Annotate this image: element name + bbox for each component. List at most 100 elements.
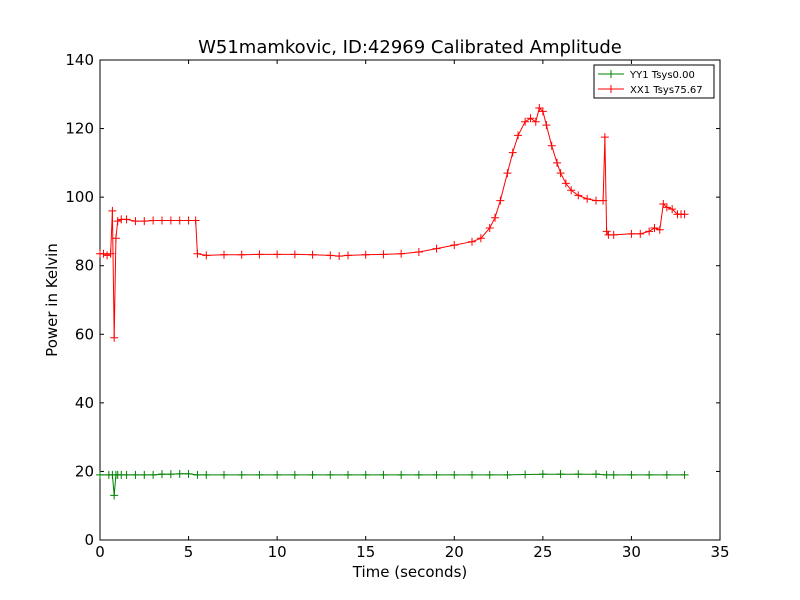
data-point-yy1 xyxy=(680,470,689,479)
y-tick-label: 20 xyxy=(75,462,94,480)
data-point-xx1 xyxy=(476,234,485,243)
data-point-yy1 xyxy=(166,470,175,479)
data-point-yy1 xyxy=(379,470,388,479)
chart-title: W51mamkovic, ID:42969 Calibrated Amplitu… xyxy=(198,37,622,58)
data-point-yy1 xyxy=(140,470,149,479)
data-point-xx1 xyxy=(650,224,659,232)
data-point-yy1 xyxy=(521,470,530,479)
data-point-xx1 xyxy=(191,216,200,225)
data-point-xx1 xyxy=(609,230,618,239)
data-point-yy1 xyxy=(397,470,406,479)
data-point-xx1 xyxy=(379,250,388,259)
data-point-yy1 xyxy=(609,470,618,479)
data-point-xx1 xyxy=(659,200,668,208)
data-point-xx1 xyxy=(599,196,608,205)
data-point-xx1 xyxy=(485,224,494,232)
legend-frame xyxy=(593,64,715,99)
data-point-xx1 xyxy=(636,229,645,238)
data-point-xx1 xyxy=(255,250,264,259)
data-point-yy1 xyxy=(290,470,299,479)
data-point-yy1 xyxy=(361,470,370,479)
data-point-xx1 xyxy=(561,179,570,188)
data-point-xx1 xyxy=(508,148,517,157)
y-tick-label: 100 xyxy=(65,188,94,206)
data-point-yy1 xyxy=(202,470,211,479)
data-point-xx1 xyxy=(220,250,228,259)
data-point-yy1 xyxy=(468,470,476,479)
data-point-xx1 xyxy=(122,215,131,224)
data-point-xx1 xyxy=(106,249,115,258)
data-point-xx1 xyxy=(175,216,184,225)
data-point-yy1 xyxy=(158,470,166,479)
data-point-xx1 xyxy=(600,133,609,142)
legend-marker-yy1 xyxy=(607,70,615,78)
data-point-yy1 xyxy=(193,470,202,479)
x-tick-label: 30 xyxy=(622,543,641,561)
data-point-xx1 xyxy=(414,248,423,256)
x-tick-label: 25 xyxy=(533,543,552,561)
data-point-xx1 xyxy=(450,241,459,250)
data-point-xx1 xyxy=(158,216,166,225)
x-axis: 0 5 10 15 20 25 30 35 xyxy=(95,60,730,561)
data-point-yy1 xyxy=(556,470,565,479)
data-point-xx1 xyxy=(567,186,576,195)
data-point-xx1 xyxy=(655,225,664,234)
y-tick-label: 140 xyxy=(65,51,94,69)
data-point-xx1 xyxy=(184,216,193,225)
data-point-yy1 xyxy=(662,470,671,479)
data-point-yy1 xyxy=(432,470,441,479)
data-point-xx1 xyxy=(645,227,654,236)
legend: YY1 Tsys0.00 XX1 Tsys75.67 xyxy=(593,64,715,99)
data-point-yy1 xyxy=(149,470,158,479)
data-point-yy1 xyxy=(344,470,352,479)
data-point-xx1 xyxy=(166,216,175,225)
data-point-yy1 xyxy=(450,470,459,479)
data-point-yy1 xyxy=(131,470,140,479)
x-tick-label: 0 xyxy=(95,543,105,561)
data-point-yy1 xyxy=(485,470,494,479)
data-point-xx1 xyxy=(308,250,317,259)
data-point-xx1 xyxy=(131,217,140,226)
data-point-xx1 xyxy=(535,104,544,112)
data-point-xx1 xyxy=(237,250,246,259)
data-point-xx1 xyxy=(521,117,530,126)
data-point-xx1 xyxy=(397,249,406,258)
data-point-yy1 xyxy=(627,470,636,479)
data-point-xx1 xyxy=(468,237,476,246)
data-point-xx1 xyxy=(110,333,119,342)
data-point-xx1 xyxy=(113,217,122,226)
y-tick-label: 80 xyxy=(75,257,94,275)
data-point-yy1 xyxy=(122,470,131,479)
data-point-xx1 xyxy=(491,213,500,222)
data-point-yy1 xyxy=(574,470,583,479)
data-point-yy1 xyxy=(220,470,228,479)
x-tick-label: 15 xyxy=(356,543,375,561)
data-point-xx1 xyxy=(273,250,282,259)
data-point-xx1 xyxy=(503,169,512,178)
data-point-yy1 xyxy=(602,470,611,479)
data-point-xx1 xyxy=(556,169,565,178)
series-xx1 xyxy=(96,104,689,342)
data-point-xx1 xyxy=(111,234,120,243)
data-point-yy1 xyxy=(503,470,512,479)
data-point-xx1 xyxy=(542,121,551,130)
data-point-xx1 xyxy=(538,107,547,116)
series-layer xyxy=(96,104,689,500)
x-tick-label: 10 xyxy=(268,543,287,561)
y-tick-label: 60 xyxy=(75,325,94,343)
legend-entry-yy1: YY1 Tsys0.00 xyxy=(629,70,695,81)
x-tick-label: 5 xyxy=(184,543,194,561)
series-yy1 xyxy=(96,469,689,500)
data-point-yy1 xyxy=(308,470,317,479)
data-point-yy1 xyxy=(273,470,282,479)
data-point-xx1 xyxy=(335,252,344,261)
data-point-yy1 xyxy=(326,470,335,479)
x-tick-label: 35 xyxy=(710,543,729,561)
data-point-xx1 xyxy=(149,216,158,225)
data-point-yy1 xyxy=(255,470,264,479)
data-point-xx1 xyxy=(140,217,149,226)
data-point-xx1 xyxy=(680,210,689,219)
data-point-xx1 xyxy=(326,251,335,260)
legend-entry-xx1: XX1 Tsys75.67 xyxy=(630,85,703,96)
